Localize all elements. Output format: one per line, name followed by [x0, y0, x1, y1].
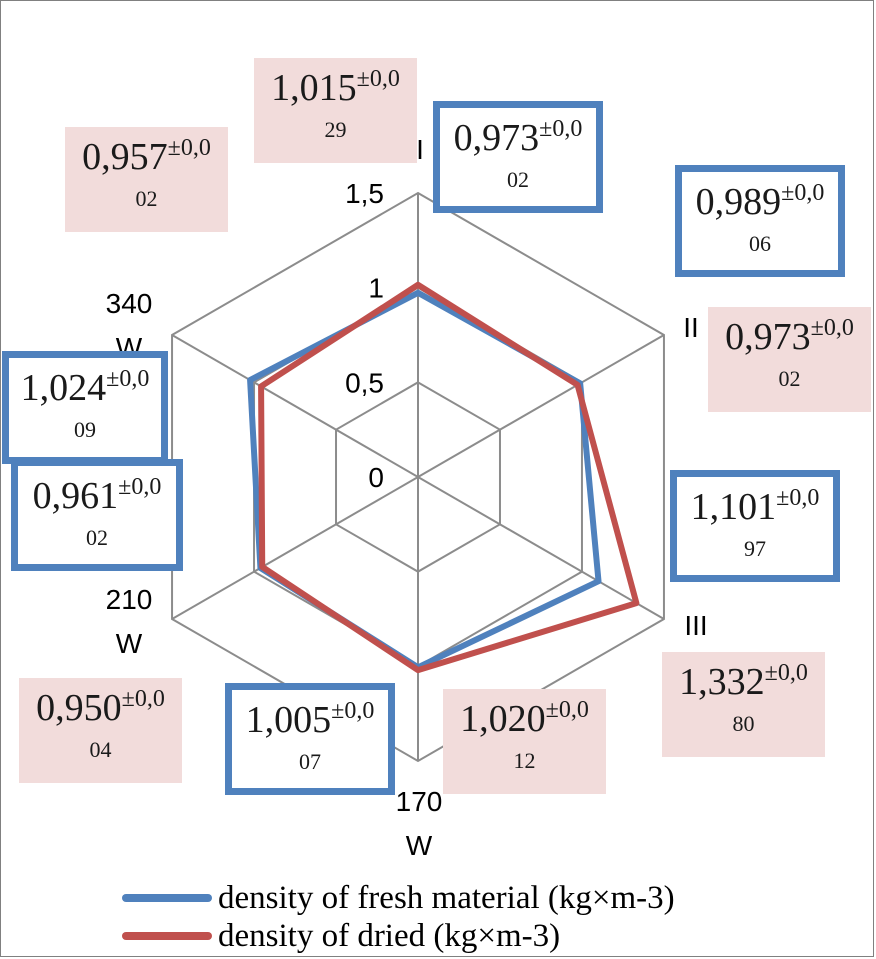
radar-grid	[171, 191, 665, 763]
grid-spoke-1	[417, 334, 665, 478]
fresh-value-label-ii: 0,989±0,0 06	[675, 165, 845, 277]
legend-swatch-dried	[122, 932, 212, 940]
radial-tick-label-3: 1,5	[345, 178, 384, 209]
category-label-170w: 170 W	[395, 786, 443, 861]
legend-item-fresh: density of fresh material (kg×m-3)	[122, 880, 675, 916]
category-label-340w: 340 W	[105, 288, 153, 363]
dried-value-label-170w: 1,020±0,0 12	[443, 689, 606, 794]
dried-value-label-iii: 1,332±0,0 80	[662, 652, 825, 757]
category-label-i: I	[416, 134, 424, 165]
grid-spoke-2	[417, 476, 665, 620]
radial-tick-label-1: 0,5	[345, 367, 384, 398]
fresh-value-label-340w: 1,024±0,0 09	[2, 351, 168, 464]
fresh-value-label-210w: 0,961±0,0 02	[11, 459, 183, 571]
radial-tick-label-2: 1	[368, 273, 384, 304]
grid-spoke-5	[171, 334, 419, 478]
category-label-ii: II	[683, 312, 699, 343]
fresh-value-label-iii: 1,101±0,0 97	[670, 470, 840, 582]
grid-spoke-4	[171, 476, 419, 620]
category-label-210w: 210 W	[105, 584, 153, 659]
dried-value-label-340w: 0,957±0,0 02	[65, 127, 228, 232]
legend-swatch-fresh	[122, 894, 212, 902]
category-label-iii: III	[684, 610, 708, 641]
legend-label-fresh: density of fresh material (kg×m-3)	[218, 879, 675, 916]
legend-item-dried: density of dried (kg×m-3)	[122, 918, 560, 954]
fresh-value-label-i: 0,973±0,0 02	[433, 101, 603, 213]
fresh-value-label-170w: 1,005±0,0 07	[225, 683, 395, 795]
radar-series	[247, 281, 640, 674]
series-line-1	[258, 281, 640, 674]
dried-value-label-ii: 0,973±0,0 02	[708, 307, 871, 412]
radial-tick-labels: 0 0,5 1 1,5	[345, 178, 384, 493]
legend-label-dried: density of dried (kg×m-3)	[218, 917, 561, 954]
dried-value-label-210w: 0,950±0,0 04	[19, 678, 182, 783]
radial-tick-label-0: 0	[368, 462, 384, 493]
dried-value-label-i: 1,015±0,0 29	[254, 58, 417, 163]
